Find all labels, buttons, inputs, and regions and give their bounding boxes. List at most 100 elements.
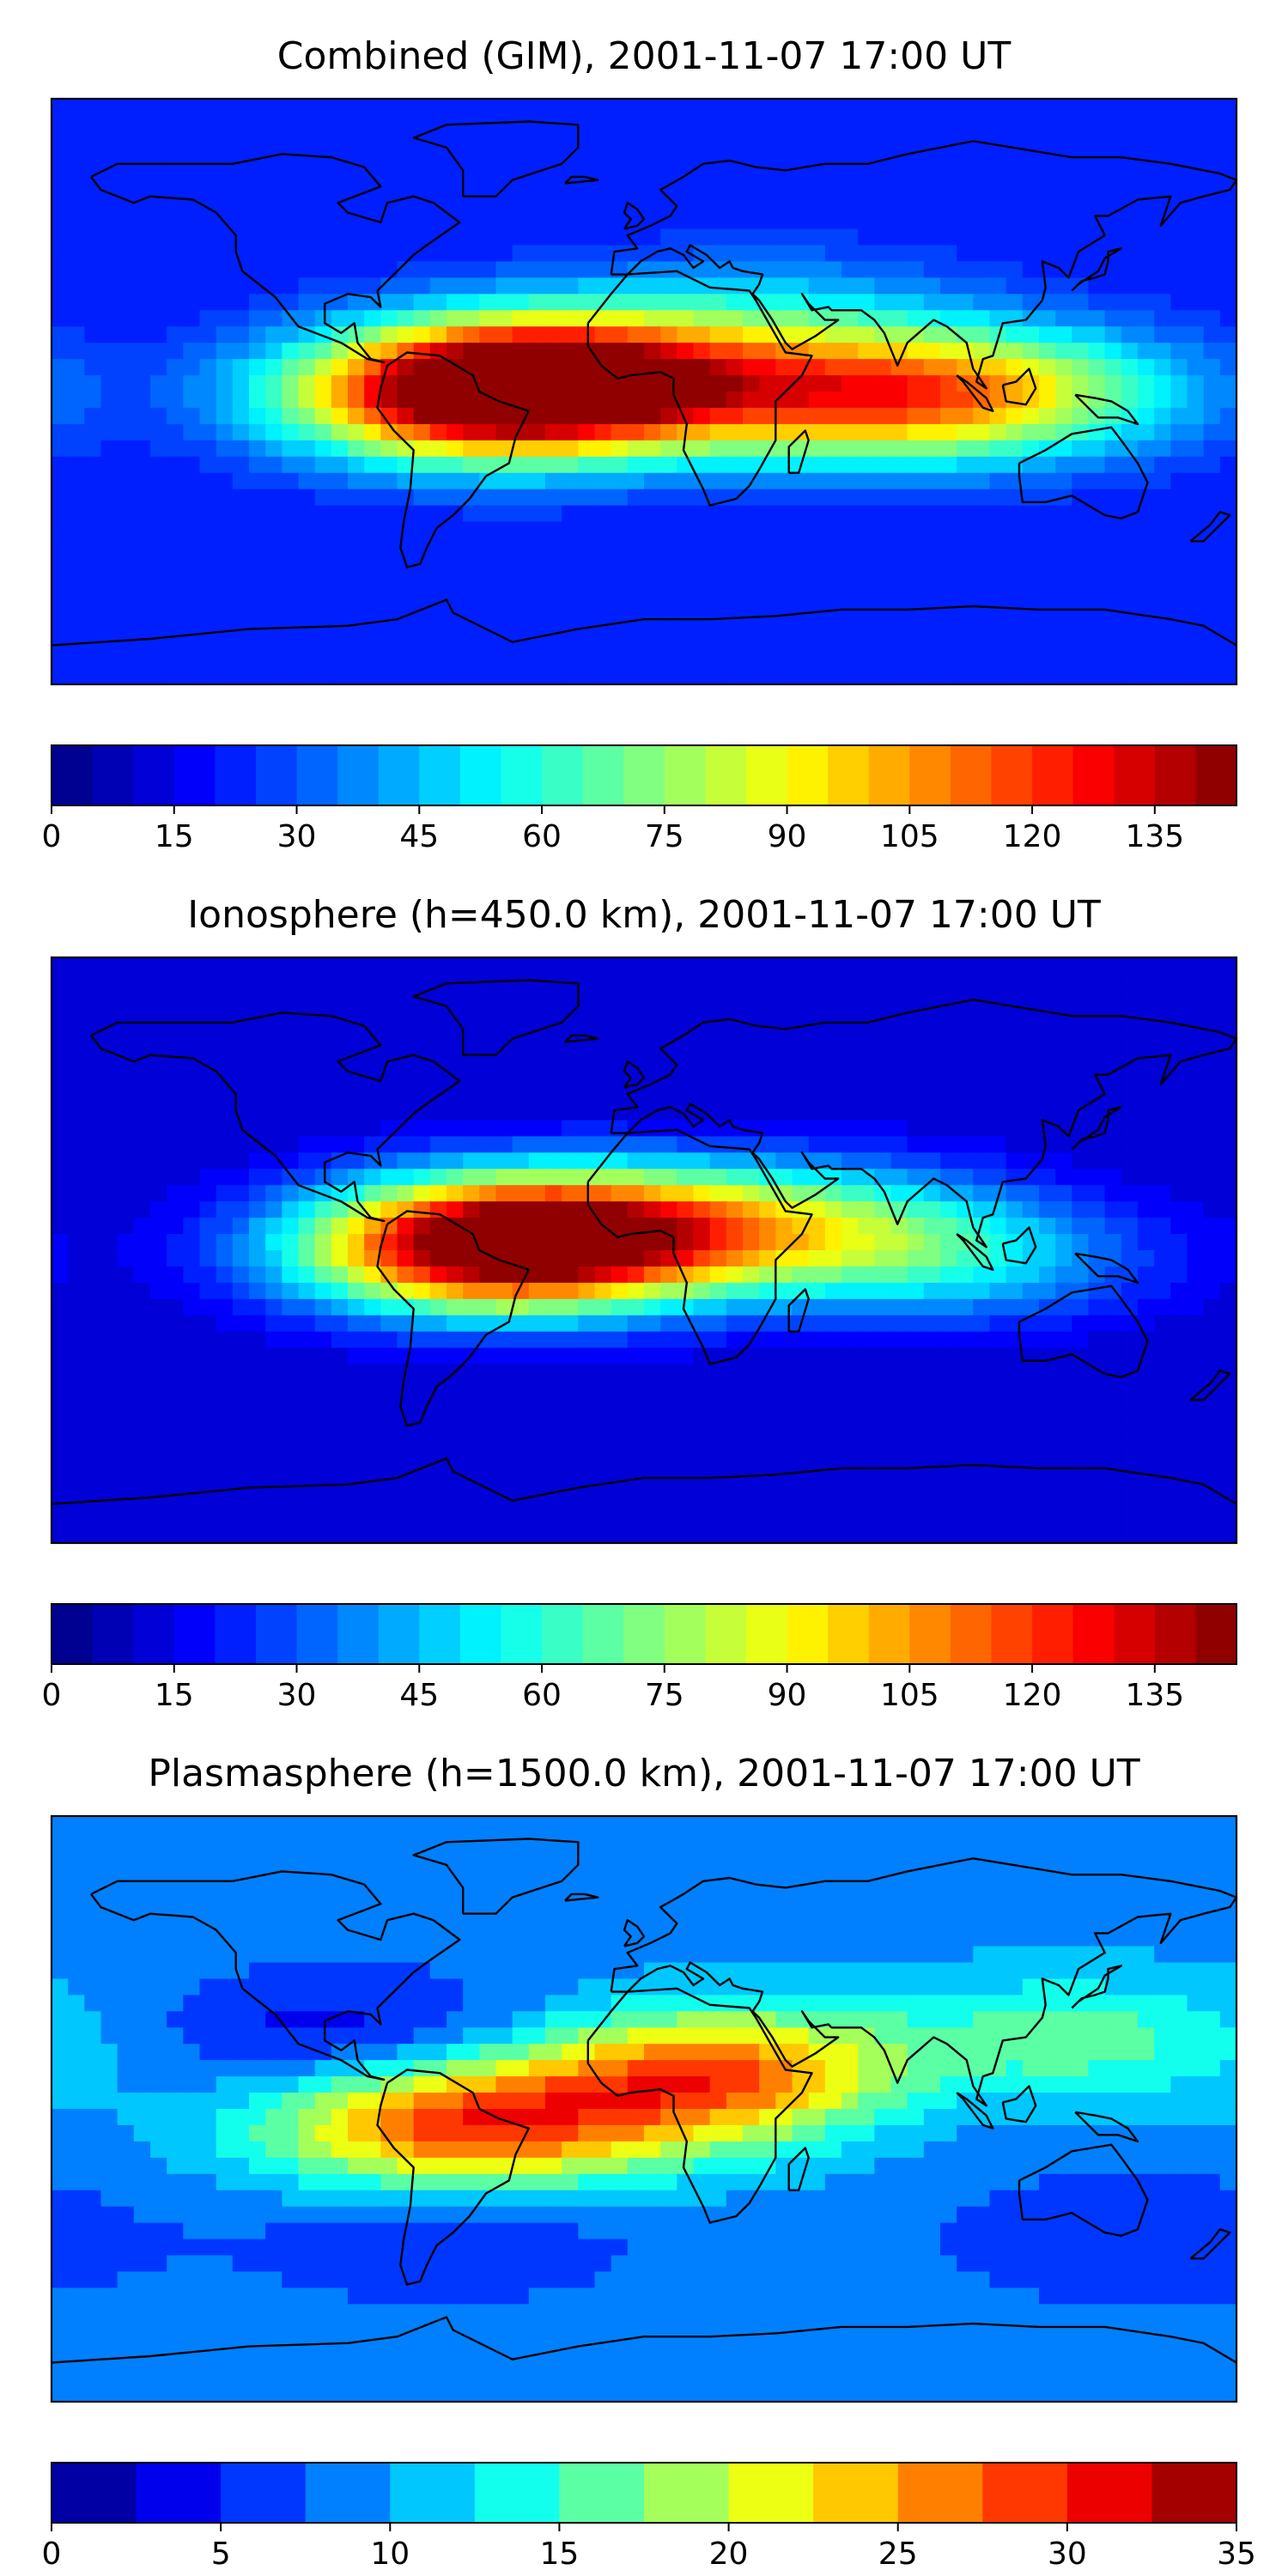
field-cell xyxy=(249,310,266,327)
field-cell xyxy=(824,1380,842,1398)
field-cell xyxy=(249,1380,266,1398)
field-cell xyxy=(282,375,300,392)
field-cell xyxy=(265,538,283,556)
field-cell xyxy=(397,147,415,165)
field-cell xyxy=(644,1380,661,1398)
field-cell xyxy=(133,407,151,425)
field-cell xyxy=(199,163,217,181)
field-cell xyxy=(216,277,234,295)
field-cell xyxy=(117,1413,135,1430)
field-cell xyxy=(775,1380,793,1398)
field-cell xyxy=(1219,99,1237,116)
field-cell xyxy=(874,1185,892,1202)
field-cell xyxy=(660,1413,677,1430)
field-cell xyxy=(133,343,151,360)
field-cell xyxy=(397,1445,415,1462)
field-cell xyxy=(677,1218,695,1235)
field-cell xyxy=(1203,1185,1221,1202)
field-cell xyxy=(578,1103,596,1121)
field-cell xyxy=(380,1169,398,1186)
field-cell xyxy=(512,179,530,197)
field-cell xyxy=(907,375,925,392)
field-cell xyxy=(1072,989,1090,1007)
field-cell xyxy=(1219,1054,1237,1072)
field-cell xyxy=(348,440,365,458)
field-cell xyxy=(68,668,85,685)
field-cell xyxy=(792,131,810,149)
field-cell xyxy=(1072,1429,1090,1446)
field-cell xyxy=(792,1120,810,1137)
field-cell xyxy=(709,1071,727,1089)
field-cell xyxy=(52,538,69,556)
field-cell xyxy=(874,472,892,490)
field-cell xyxy=(413,261,431,278)
field-cell xyxy=(479,261,497,278)
field-cell xyxy=(545,326,562,343)
field-cell xyxy=(1072,1461,1090,1479)
field-cell xyxy=(232,163,250,181)
field-cell xyxy=(199,973,217,991)
field-cell xyxy=(52,554,69,571)
field-cell xyxy=(479,668,497,685)
field-cell xyxy=(709,228,727,246)
field-cell xyxy=(1170,1152,1188,1170)
field-cell xyxy=(660,245,677,263)
field-cell xyxy=(232,440,250,458)
field-cell xyxy=(874,973,892,991)
field-cell xyxy=(907,472,925,490)
field-cell xyxy=(348,1461,365,1479)
field-cell xyxy=(578,407,596,425)
field-cell xyxy=(693,1429,711,1446)
field-cell xyxy=(232,619,250,636)
field-cell xyxy=(249,1478,266,1495)
field-cell xyxy=(1138,114,1155,132)
field-cell xyxy=(117,228,135,246)
field-cell xyxy=(1219,423,1237,441)
field-cell xyxy=(759,261,776,278)
field-cell xyxy=(52,521,69,539)
field-cell xyxy=(907,652,925,669)
field-cell xyxy=(528,294,546,311)
field-cell xyxy=(1039,489,1056,507)
field-cell xyxy=(133,1185,151,1202)
field-cell xyxy=(973,440,991,458)
field-cell xyxy=(644,1120,661,1137)
field-cell xyxy=(874,440,892,458)
field-cell xyxy=(677,586,695,604)
field-cell xyxy=(709,277,727,295)
field-cell xyxy=(84,131,102,149)
field-cell xyxy=(314,1445,332,1462)
field-cell xyxy=(578,635,596,653)
field-cell xyxy=(364,1331,381,1349)
field-cell xyxy=(562,407,579,425)
field-cell xyxy=(709,1315,727,1333)
field-cell xyxy=(1005,212,1024,230)
field-cell xyxy=(512,1005,530,1024)
field-cell xyxy=(594,1461,612,1479)
field-cell xyxy=(1154,1461,1171,1479)
field-cell xyxy=(858,505,875,523)
field-cell xyxy=(249,440,266,458)
field-cell xyxy=(1104,440,1122,458)
field-cell xyxy=(874,1103,892,1121)
field-cell xyxy=(693,1298,711,1316)
field-cell xyxy=(1170,179,1188,197)
field-cell xyxy=(1121,147,1139,165)
field-cell xyxy=(84,114,102,132)
field-cell xyxy=(133,1331,151,1349)
field-cell xyxy=(183,1022,201,1040)
field-cell xyxy=(1121,277,1139,295)
field-cell xyxy=(1072,277,1090,295)
field-cell xyxy=(150,489,167,507)
field-cell xyxy=(167,1445,184,1462)
field-cell xyxy=(1154,375,1171,392)
field-cell xyxy=(52,1071,69,1089)
field-cell xyxy=(314,407,332,425)
field-cell xyxy=(907,1331,925,1349)
field-cell xyxy=(1005,1250,1024,1267)
field-cell xyxy=(68,1103,85,1121)
field-cell xyxy=(1104,196,1122,214)
field-cell xyxy=(183,1445,201,1462)
field-cell xyxy=(314,1136,332,1153)
field-cell xyxy=(627,294,645,311)
